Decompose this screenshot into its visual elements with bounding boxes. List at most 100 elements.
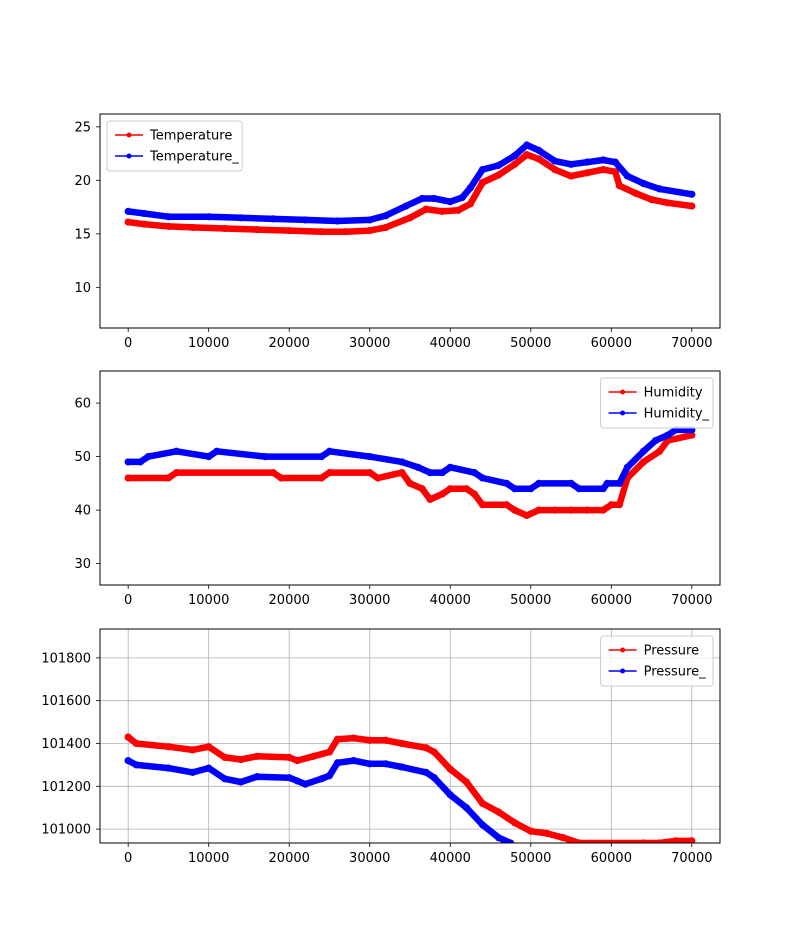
data-point (478, 474, 487, 482)
data-point (656, 447, 664, 455)
data-point (478, 821, 487, 829)
data-point (144, 453, 152, 461)
data-point (406, 214, 414, 222)
data-point (494, 808, 503, 816)
data-point (511, 819, 519, 827)
data-point (140, 220, 148, 228)
data-point (454, 206, 462, 214)
x-tick-label: 50000 (510, 851, 551, 866)
data-point (285, 227, 293, 235)
x-tick-label: 50000 (510, 336, 551, 351)
data-point (382, 223, 390, 232)
data-point (422, 744, 430, 752)
data-point (470, 469, 479, 477)
data-point (285, 774, 293, 782)
x-tick-label: 0 (124, 593, 132, 608)
data-point (333, 217, 342, 225)
data-point (366, 736, 374, 744)
data-point (494, 161, 503, 169)
data-point (551, 506, 559, 514)
data-point (446, 485, 454, 493)
data-point (164, 764, 173, 772)
data-point (438, 490, 446, 498)
data-point (430, 194, 438, 203)
data-point (639, 447, 648, 455)
data-point (535, 506, 543, 514)
data-point (639, 839, 648, 843)
data-point (164, 474, 173, 482)
data-point (136, 458, 144, 466)
data-point (494, 834, 503, 842)
data-point (599, 506, 607, 514)
data-point (599, 156, 607, 164)
data-point (350, 757, 358, 765)
data-point (317, 453, 326, 461)
x-tick-label: 20000 (269, 593, 310, 608)
series-group (124, 733, 696, 843)
data-point (466, 200, 474, 208)
data-point (422, 768, 430, 776)
data-point (188, 768, 197, 776)
legend-box (600, 635, 714, 687)
data-point (172, 469, 181, 477)
data-point (511, 160, 519, 168)
data-point (188, 746, 197, 754)
data-point (253, 773, 261, 781)
data-point (466, 184, 474, 192)
data-point (535, 479, 543, 487)
x-tick-label: 30000 (349, 851, 390, 866)
data-point (511, 152, 519, 160)
data-point (603, 479, 611, 487)
data-point (527, 827, 535, 835)
legend-label: Pressure_ (644, 665, 707, 680)
data-point (237, 214, 245, 222)
x-tick-label: 40000 (430, 851, 471, 866)
data-point (631, 189, 640, 197)
data-point (341, 228, 350, 236)
data-point (301, 216, 309, 224)
data-point (543, 829, 551, 837)
data-point (172, 447, 181, 455)
x-tick-label: 70000 (671, 336, 712, 351)
y-tick-label: 101800 (41, 651, 91, 666)
data-point (664, 431, 672, 439)
data-point (478, 501, 487, 509)
data-point (164, 213, 173, 221)
x-tick-label: 10000 (188, 593, 229, 608)
subplot-3: 0 10000 20000 30000 40000 50000 60000 70000 1010… (41, 628, 721, 866)
data-point (366, 227, 374, 235)
y-tick-label: 25 (74, 120, 91, 135)
data-point (611, 158, 619, 166)
legend-label: Pressure (644, 644, 700, 659)
data-point (124, 458, 132, 466)
data-point (583, 158, 591, 166)
y-tick-label: 10 (74, 281, 91, 296)
data-point (382, 736, 390, 744)
y-tick-label: 101400 (41, 737, 91, 752)
data-point (651, 436, 660, 445)
data-point (458, 193, 466, 202)
data-point (309, 752, 317, 760)
data-point (277, 474, 285, 482)
y-tick-label: 101000 (41, 823, 91, 838)
data-point (422, 205, 430, 213)
x-tick-label: 0 (124, 336, 132, 351)
data-point (398, 739, 406, 748)
data-point (398, 458, 406, 466)
data-point (350, 734, 358, 742)
data-point (688, 202, 696, 210)
data-point (623, 463, 632, 471)
data-point (164, 743, 173, 751)
data-point (551, 157, 559, 165)
data-point (325, 748, 334, 756)
legend-marker (620, 668, 626, 674)
data-point (611, 168, 619, 176)
data-point (583, 169, 591, 177)
data-point (551, 166, 559, 174)
x-tick-label: 10000 (188, 851, 229, 866)
data-point (366, 216, 374, 224)
data-point (398, 763, 406, 771)
data-point (527, 485, 535, 493)
data-point (446, 791, 454, 799)
